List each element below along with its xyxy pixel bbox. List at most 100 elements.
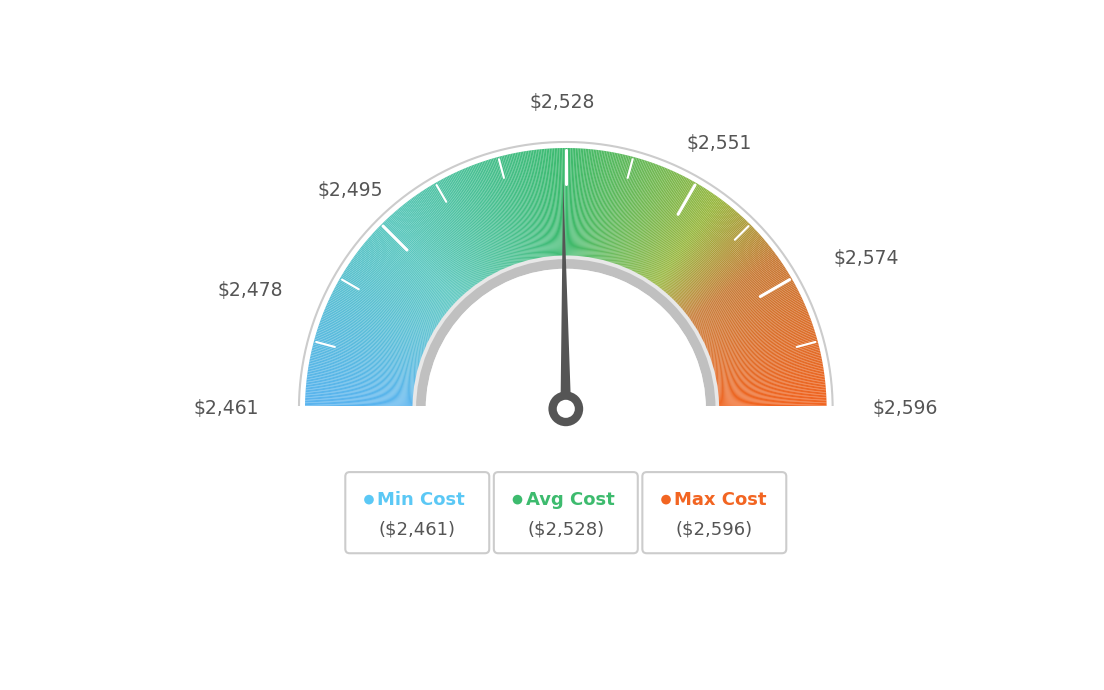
Wedge shape [367, 239, 450, 310]
Text: $2,461: $2,461 [193, 400, 259, 418]
Wedge shape [523, 151, 542, 259]
Wedge shape [522, 152, 541, 259]
Wedge shape [715, 365, 824, 384]
Wedge shape [410, 199, 476, 287]
Wedge shape [715, 357, 821, 380]
Wedge shape [553, 148, 559, 257]
Wedge shape [714, 351, 820, 375]
Wedge shape [703, 296, 802, 344]
Wedge shape [401, 206, 470, 291]
Wedge shape [335, 288, 432, 339]
Wedge shape [713, 344, 819, 372]
Wedge shape [690, 259, 781, 322]
Text: ($2,528): ($2,528) [528, 520, 604, 538]
Wedge shape [707, 310, 808, 352]
Wedge shape [499, 156, 528, 262]
Wedge shape [306, 381, 414, 393]
Wedge shape [603, 156, 630, 262]
Wedge shape [340, 277, 434, 333]
Wedge shape [629, 171, 676, 270]
Wedge shape [709, 319, 811, 357]
Text: $2,478: $2,478 [217, 281, 283, 300]
Wedge shape [704, 302, 805, 348]
Circle shape [512, 495, 522, 504]
Wedge shape [493, 158, 524, 263]
Wedge shape [443, 178, 495, 275]
Wedge shape [692, 264, 784, 325]
Wedge shape [342, 273, 436, 331]
Wedge shape [385, 220, 461, 299]
Wedge shape [394, 211, 467, 294]
Wedge shape [450, 175, 499, 273]
Wedge shape [314, 341, 418, 370]
Wedge shape [676, 229, 756, 305]
Wedge shape [611, 160, 645, 264]
Wedge shape [305, 397, 414, 403]
Wedge shape [681, 239, 765, 310]
Wedge shape [686, 249, 773, 316]
Wedge shape [624, 168, 667, 268]
Wedge shape [349, 262, 440, 324]
Wedge shape [306, 389, 414, 398]
Wedge shape [718, 404, 827, 407]
Wedge shape [713, 342, 818, 371]
Wedge shape [693, 266, 785, 326]
Wedge shape [317, 328, 421, 363]
Wedge shape [714, 353, 821, 377]
Wedge shape [701, 290, 799, 341]
Wedge shape [310, 355, 417, 378]
Wedge shape [718, 399, 827, 404]
Wedge shape [362, 245, 447, 314]
Wedge shape [698, 277, 792, 333]
Wedge shape [577, 149, 587, 257]
Wedge shape [307, 375, 415, 390]
Text: $2,574: $2,574 [834, 249, 899, 268]
Wedge shape [616, 163, 655, 266]
Wedge shape [431, 185, 488, 279]
Wedge shape [716, 370, 824, 387]
Wedge shape [586, 150, 604, 258]
Wedge shape [660, 205, 730, 290]
Wedge shape [370, 235, 453, 308]
Wedge shape [485, 160, 520, 264]
Wedge shape [661, 206, 731, 291]
Wedge shape [359, 249, 446, 316]
Wedge shape [329, 298, 428, 345]
Wedge shape [700, 286, 797, 338]
Wedge shape [320, 320, 423, 358]
Wedge shape [540, 149, 552, 257]
Wedge shape [595, 153, 618, 259]
Wedge shape [317, 330, 421, 364]
Wedge shape [709, 320, 811, 358]
Wedge shape [510, 154, 534, 260]
Wedge shape [703, 298, 803, 345]
FancyBboxPatch shape [643, 472, 786, 553]
Wedge shape [333, 289, 431, 339]
Wedge shape [305, 402, 414, 406]
Wedge shape [528, 150, 545, 258]
Wedge shape [647, 188, 707, 281]
Wedge shape [378, 227, 457, 304]
Wedge shape [669, 217, 744, 298]
Wedge shape [543, 149, 553, 257]
Wedge shape [512, 153, 535, 260]
Wedge shape [449, 175, 498, 273]
Wedge shape [328, 299, 427, 346]
Wedge shape [627, 170, 672, 270]
Wedge shape [458, 171, 503, 270]
Wedge shape [365, 240, 449, 311]
Wedge shape [487, 160, 521, 264]
Wedge shape [644, 185, 701, 279]
Wedge shape [705, 305, 806, 349]
Wedge shape [309, 358, 416, 380]
Wedge shape [343, 272, 436, 330]
Wedge shape [608, 159, 640, 263]
Wedge shape [423, 190, 484, 282]
Text: $2,495: $2,495 [318, 181, 383, 200]
Wedge shape [606, 157, 637, 262]
Wedge shape [446, 177, 497, 274]
Wedge shape [696, 273, 789, 331]
Wedge shape [709, 322, 813, 359]
Wedge shape [604, 156, 633, 262]
Wedge shape [601, 155, 627, 261]
